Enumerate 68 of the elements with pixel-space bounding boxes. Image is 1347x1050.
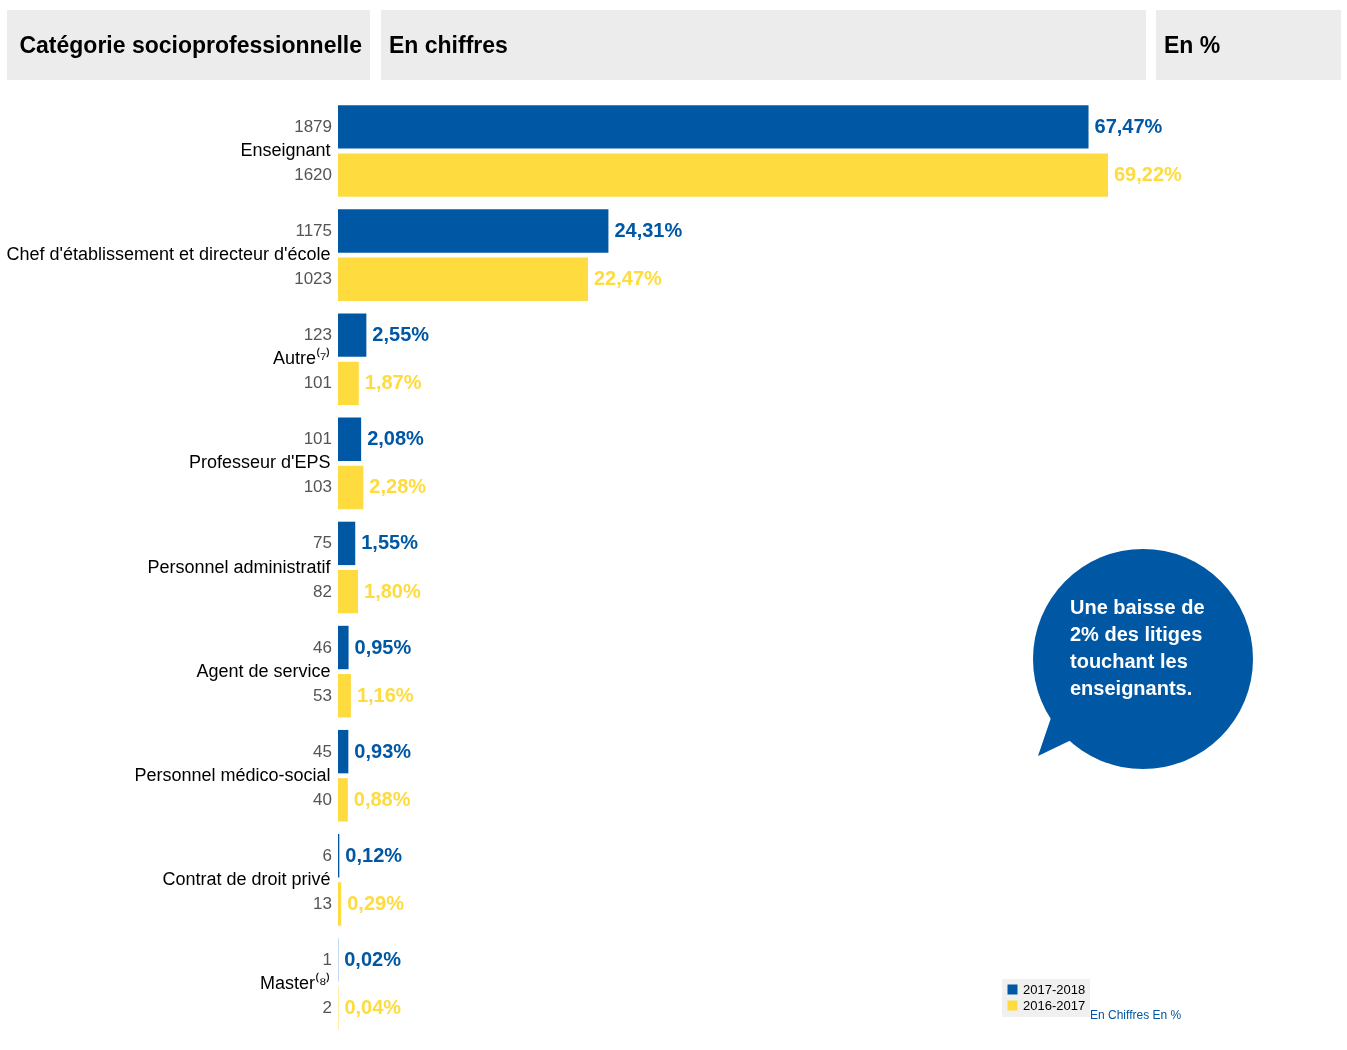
bar [338, 569, 359, 614]
text: 2 [322, 998, 332, 1018]
text: 75 [313, 533, 332, 553]
data-label: 0,88% [353, 787, 411, 810]
text: 1 [322, 949, 332, 969]
data-label: 2,28% [369, 475, 427, 498]
annotation: En Chiffres En % [1090, 1008, 1182, 1022]
y-tick-label: Professeur d'EPS [188, 452, 331, 473]
bar [338, 105, 1089, 149]
text: 6 [322, 845, 332, 865]
y-tick-label: Agent de service [196, 660, 331, 681]
bar [338, 729, 349, 774]
data-label: 67,47% [1094, 114, 1163, 137]
text: 45 [313, 741, 332, 761]
text: 103 [303, 477, 332, 497]
text: Catégorie socioprofessionnelle [7, 10, 370, 80]
y-tick-label: Personnel médico-social [134, 764, 331, 785]
data-label: 0,04% [344, 996, 402, 1019]
bar [338, 521, 356, 566]
text: 101 [303, 429, 332, 449]
data-label: 1,87% [364, 371, 422, 394]
data-label: 2,08% [367, 427, 425, 450]
bar [338, 625, 349, 670]
data-label: 0,12% [345, 843, 403, 866]
text: En chiffres [381, 10, 1146, 80]
y-tick-label: Master⁽⁸⁾ [259, 971, 331, 993]
y-tick-label: Contrat de droit privé [162, 868, 331, 889]
bar [338, 257, 588, 301]
speech-bubble: Une baisse de 2% des litiges touchant les enseignants. [1030, 546, 1256, 772]
y-tick-label: Chef d'établissement et directeur d'école [6, 244, 331, 265]
text: 82 [313, 581, 332, 601]
bar [338, 882, 342, 926]
data-label: 0,95% [354, 635, 412, 658]
text: 46 [313, 637, 332, 657]
data-label: 0,29% [347, 891, 405, 914]
data-label: 24,31% [614, 219, 683, 242]
text: En % [1156, 10, 1341, 80]
data-label: 2,55% [372, 323, 430, 346]
bar [338, 153, 1108, 197]
bar [338, 417, 362, 461]
bar [338, 674, 351, 718]
data-label: 0,93% [354, 739, 412, 762]
y-tick-label: Enseignant [240, 140, 331, 161]
bar [338, 209, 609, 253]
legend-label: 2017-2018 [1023, 981, 1086, 997]
annotation: Une baisse de 2% des litiges touchant les enseignants. [1070, 595, 1206, 701]
text: 101 [303, 373, 332, 393]
text: 1023 [294, 269, 332, 289]
bar [338, 361, 359, 406]
legend-label: 2016-2017 [1023, 997, 1086, 1013]
data-label: 1,55% [361, 531, 419, 554]
data-label: 69,22% [1114, 163, 1183, 186]
y-tick-label: Personnel administratif [147, 556, 332, 577]
bar [338, 313, 367, 357]
bar [338, 778, 348, 822]
y-tick-label: Autre⁽⁷⁾ [272, 347, 331, 369]
data-label: 1,80% [364, 579, 421, 602]
data-label: 0,02% [344, 947, 402, 970]
text: 123 [303, 325, 332, 345]
data-label: 1,16% [356, 683, 414, 706]
text: 1879 [294, 116, 332, 136]
data-label: 22,47% [593, 267, 662, 290]
text: 53 [313, 685, 332, 705]
text: 1620 [294, 165, 332, 185]
text: 1175 [295, 221, 332, 241]
text: 13 [313, 893, 332, 913]
bar [338, 465, 364, 510]
text: 40 [313, 789, 332, 809]
